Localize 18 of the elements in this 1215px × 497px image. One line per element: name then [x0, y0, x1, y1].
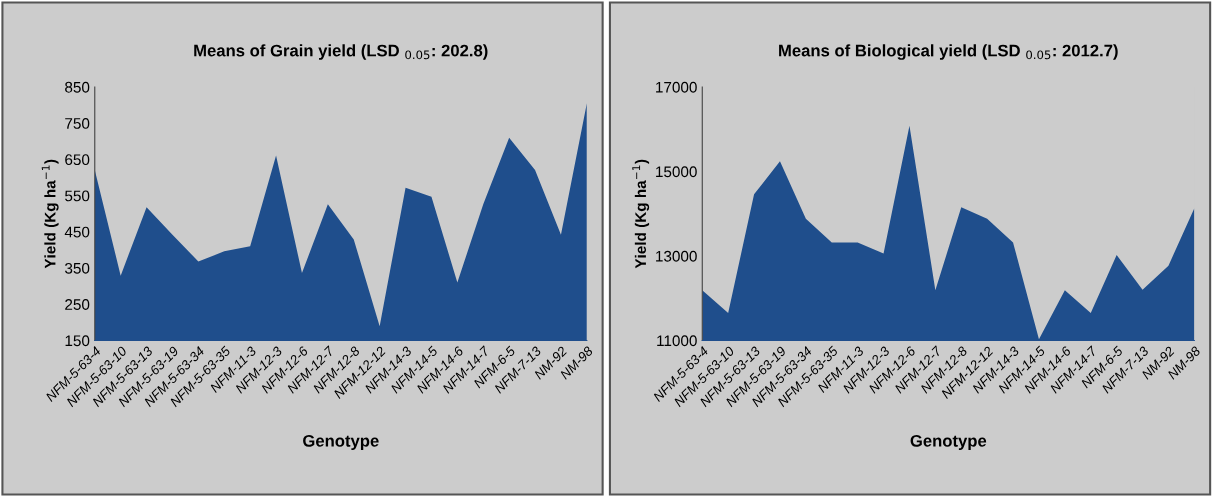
x-axis-title: Genotype	[910, 434, 987, 451]
y-tick-label: 150	[65, 335, 90, 347]
x-axis-title: Genotype	[303, 434, 379, 451]
y-axis-title: Yield (Kg ha$^{−1}$)	[632, 159, 650, 269]
y-tick-label: 850	[65, 81, 90, 93]
y-tick-label: 550	[65, 190, 90, 202]
y-tick-label: 13000	[656, 250, 697, 262]
y-tick-label: 11000	[657, 335, 697, 347]
y-tick-label: 650	[65, 154, 90, 166]
chart-title: Means of Biological yield (LSD $_{0.05}$: 2012.7)	[779, 44, 1118, 60]
y-tick-label: 250	[65, 299, 90, 310]
y-tick-label: 17000	[656, 81, 697, 93]
y-axis-title: Yield (Kg ha$^{−1}$)	[41, 159, 59, 269]
y-tick-label: 450	[64, 226, 90, 238]
chart-title: Means of Grain yield (LSD $_{0.05}$: 202.8)	[194, 44, 488, 60]
y-tick-label: 750	[65, 118, 90, 129]
y-tick-label: 350	[65, 262, 90, 274]
y-tick-label: 15000	[656, 166, 697, 178]
